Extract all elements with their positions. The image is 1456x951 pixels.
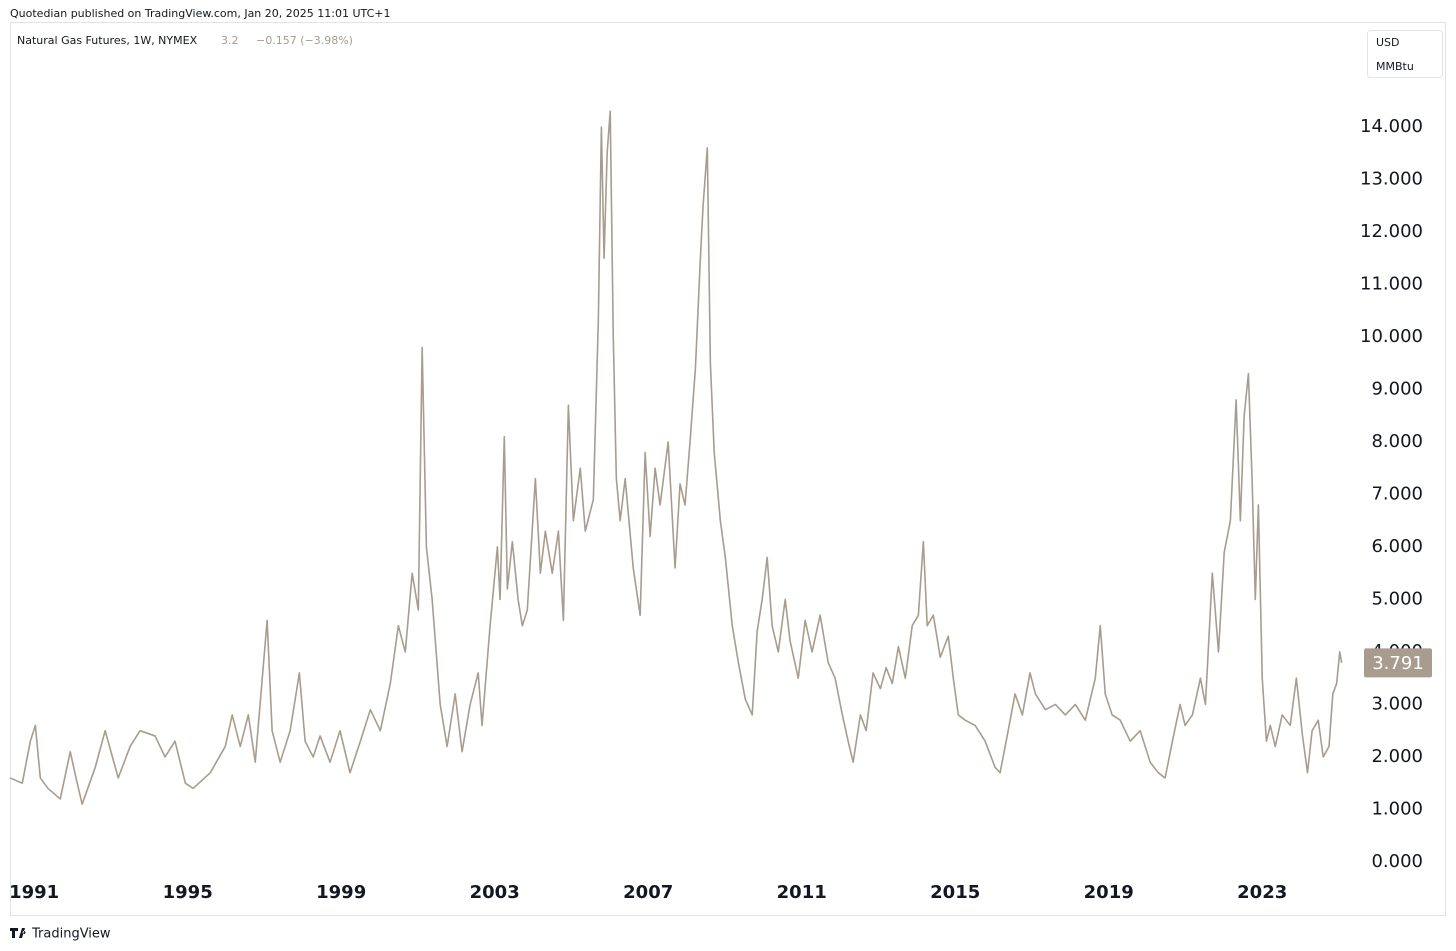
y-tick-label: 0.000 [1371, 851, 1423, 872]
unit-box[interactable] [1367, 30, 1443, 78]
brand: TradingView [31, 927, 111, 942]
price-tag [1364, 648, 1432, 678]
y-tick-label: 11.000 [1360, 273, 1423, 294]
y-tick-label: 14.000 [1360, 116, 1423, 137]
y-tick-label: 13.000 [1360, 168, 1423, 189]
x-tick-label: 2019 [1084, 882, 1134, 903]
y-tick-label: 5.000 [1371, 588, 1423, 609]
x-tick-label: 2003 [470, 882, 520, 903]
x-tick-label: 2023 [1237, 882, 1287, 903]
tv-logo [10, 928, 26, 938]
chart-frame [10, 22, 1446, 916]
price-tag-label: 3.791 [1372, 653, 1424, 674]
x-tick-label: 2011 [777, 882, 827, 903]
currency: USD [1376, 36, 1400, 49]
x-tick-label: 1995 [163, 882, 213, 903]
y-tick-label: 3.000 [1371, 693, 1423, 714]
x-tick-label: 1999 [316, 882, 366, 903]
y-tick-label: 8.000 [1371, 431, 1423, 452]
y-tick-label: 12.000 [1360, 221, 1423, 242]
y-tick-label: 2.000 [1371, 746, 1423, 767]
y-tick-label: 10.000 [1360, 326, 1423, 347]
publisher-note: Quotedian published on TradingView.com, … [10, 7, 390, 20]
price-line [9, 110, 1343, 805]
unit: MMBtu [1376, 60, 1414, 73]
x-tick-label: 2007 [623, 882, 673, 903]
y-tick-label: 1.000 [1371, 798, 1423, 819]
y-tick-label: 9.000 [1371, 378, 1423, 399]
x-tick-label: 2015 [930, 882, 980, 903]
x-tick-label: 1991 [9, 882, 59, 903]
y-tick-label: 7.000 [1371, 483, 1423, 504]
price-change: −0.157 (−3.98%) [256, 34, 353, 47]
last-price: 3.2 [221, 34, 239, 47]
y-tick-label: 6.000 [1371, 536, 1423, 557]
symbol-title: Natural Gas Futures, 1W, NYMEX [17, 34, 198, 47]
